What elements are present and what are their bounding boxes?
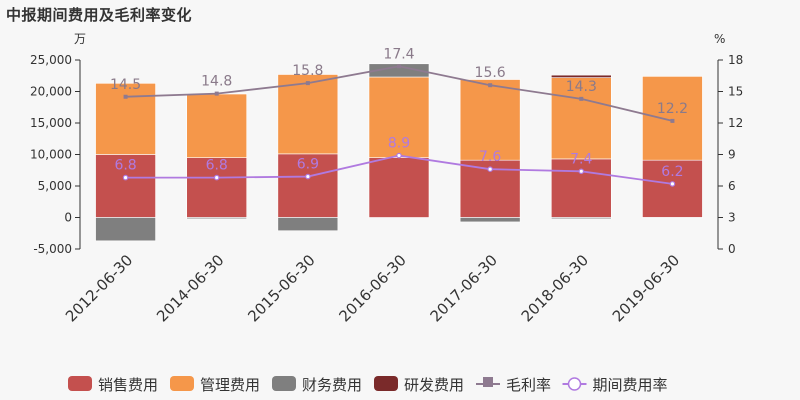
right-tick-label: 0 (728, 242, 736, 256)
right-tick-label: 18 (728, 53, 743, 67)
line-point (396, 152, 402, 159)
x-tick-label: 2014-06-30 (153, 251, 227, 325)
bar-segment (186, 217, 248, 220)
right-axis-unit: % (714, 32, 725, 46)
x-tick-label: 2012-06-30 (62, 251, 136, 325)
left-tick-label: 20,000 (30, 85, 72, 99)
line-point (305, 173, 311, 180)
legend-label: 毛利率 (506, 376, 551, 394)
line-point (397, 64, 401, 69)
x-tick-label: 2018-06-30 (518, 251, 592, 325)
line-point (305, 81, 310, 86)
bar-segment (277, 74, 339, 155)
data-label: 8.9 (388, 136, 410, 152)
data-label: 7.4 (570, 151, 592, 167)
line-point (669, 181, 676, 187)
data-label: 6.8 (206, 158, 228, 174)
legend-label: 期间费用率 (593, 376, 668, 394)
legend-marker (483, 377, 493, 387)
bar-segment (459, 217, 521, 223)
line-point (214, 91, 219, 96)
line-point (123, 94, 128, 99)
data-label: 12.2 (657, 101, 688, 117)
left-tick-label: 5,000 (38, 179, 72, 193)
bar-segment (550, 217, 612, 220)
legend-label: 研发费用 (404, 376, 464, 394)
data-label: 17.4 (383, 46, 414, 62)
x-tick-label: 2019-06-30 (609, 251, 683, 325)
line-point (487, 166, 493, 173)
bar-segment (277, 217, 339, 232)
legend-marker (567, 377, 582, 391)
legend-swatch (170, 376, 194, 391)
line-point (488, 83, 493, 88)
bar-segment (368, 157, 430, 218)
x-tick-label: 2016-06-30 (335, 251, 409, 325)
plot-area: -5,000 0 5,000 10,000 15,000 20,000 25,000 0 3 6 9… (30, 46, 743, 325)
legend-swatch (68, 376, 92, 391)
legend-swatch (272, 376, 296, 391)
right-tick-label: 9 (728, 148, 736, 162)
left-tick-label: 0 (64, 211, 72, 225)
data-label: 15.6 (475, 65, 506, 81)
bar-segment (368, 63, 430, 78)
left-tick-label: 10,000 (30, 148, 72, 162)
left-tick-label: 25,000 (30, 53, 72, 67)
line-point (578, 168, 585, 175)
legend-swatch (374, 376, 398, 391)
data-label: 7.6 (479, 149, 501, 165)
data-label: 14.5 (110, 77, 141, 93)
bar-segment (642, 159, 703, 218)
bar-segment (642, 76, 703, 161)
line-point (670, 118, 675, 123)
legend-label: 管理费用 (200, 376, 260, 394)
line-point (213, 174, 220, 181)
left-tick-label: 15,000 (30, 116, 72, 130)
bar-segment (459, 79, 521, 161)
data-label: 14.3 (566, 79, 597, 95)
right-tick-label: 12 (728, 116, 743, 130)
legend-label: 销售费用 (98, 376, 158, 394)
chart-title: 中报期间费用及毛利率变化 (6, 6, 193, 24)
legend: 销售费用 管理费用 财务费用 研发费用 毛利率 期间费用率 (68, 376, 668, 394)
bar-segment (550, 158, 612, 218)
data-label: 14.8 (201, 74, 232, 90)
right-tick-label: 15 (728, 85, 743, 99)
left-axis-unit: 万 (74, 32, 86, 46)
bar-segment (95, 217, 156, 242)
bar-segment (642, 217, 703, 219)
legend-label: 财务费用 (302, 376, 362, 394)
data-label: 6.8 (114, 158, 136, 174)
data-label: 6.2 (661, 164, 683, 180)
bar-segment (550, 74, 612, 78)
data-label: 15.8 (292, 63, 323, 79)
data-label: 6.9 (297, 157, 319, 173)
x-tick-label: 2017-06-30 (427, 251, 501, 325)
right-tick-label: 3 (728, 211, 736, 225)
right-tick-label: 6 (728, 179, 736, 193)
line-point (122, 174, 129, 181)
left-tick-label: -5,000 (33, 242, 72, 256)
x-tick-label: 2015-06-30 (244, 251, 318, 325)
line-point (579, 96, 584, 101)
bar-segment (186, 93, 248, 158)
bar-segment (95, 83, 156, 155)
